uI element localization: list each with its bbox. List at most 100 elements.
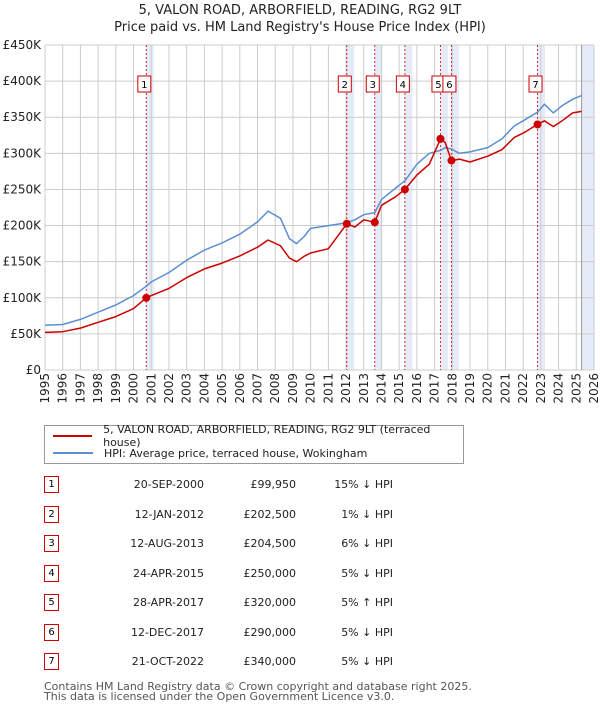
sale-hpi-diff: 15% ↓ HPI <box>334 478 393 492</box>
sale-band <box>145 45 154 370</box>
x-tick-label: 1995 <box>38 373 52 404</box>
x-tick-label: 1999 <box>109 373 123 404</box>
x-tick-label: 2014 <box>374 373 388 404</box>
hpi-line <box>44 94 582 326</box>
y-tick-label: £250K <box>3 182 43 196</box>
x-tick-label: 2000 <box>127 373 141 404</box>
sale-price: £250,000 <box>243 566 297 580</box>
sale-marker-box-6 <box>442 75 457 93</box>
sale-number-badge: 3 <box>44 535 59 553</box>
x-tick-label: 2004 <box>197 373 211 404</box>
sale-marker-box-4 <box>395 75 410 93</box>
sale-hpi-diff: 1% ↓ HPI <box>341 507 393 521</box>
sale-number-badge: 7 <box>44 653 59 671</box>
sale-point-7 <box>533 120 542 129</box>
x-tick-label: 2024 <box>552 373 566 404</box>
x-tick-label: 1997 <box>73 373 87 404</box>
x-tick-label: 2007 <box>251 373 265 404</box>
x-tick-label: 2003 <box>180 373 194 404</box>
x-tick-label: 2012 <box>339 373 353 404</box>
sale-number-badge: 5 <box>44 594 59 612</box>
sale-point-2 <box>342 219 351 228</box>
x-tick-label: 2011 <box>321 373 335 404</box>
sale-date: 24-APR-2015 <box>132 566 204 580</box>
legend: 5, VALON ROAD, ARBORFIELD, READING, RG2 … <box>44 423 464 464</box>
footer-copyright: Contains HM Land Registry data © Crown c… <box>44 680 472 693</box>
x-tick-label: 2019 <box>463 373 477 404</box>
sales-row: 1 20-SEP-2000 £99,950 15% ↓ HPI <box>44 470 393 500</box>
y-tick-label: £0 <box>26 363 41 377</box>
sale-marker-box-7 <box>528 75 543 93</box>
sale-point-5 <box>436 134 445 143</box>
sale-number-badge: 2 <box>44 505 59 523</box>
y-tick-label: £350K <box>3 110 43 124</box>
sale-point-3 <box>370 218 379 227</box>
sale-price: £202,500 <box>243 507 297 521</box>
sales-row: 7 21-OCT-2022 £340,000 5% ↓ HPI <box>44 647 393 677</box>
sales-row: 2 12-JAN-2012 £202,500 1% ↓ HPI <box>44 500 393 530</box>
sale-band <box>450 45 459 370</box>
sale-date: 12-AUG-2013 <box>130 537 204 551</box>
sale-price: £204,500 <box>243 537 297 551</box>
sale-hpi-diff: 5% ↑ HPI <box>341 596 393 610</box>
sale-date: 20-SEP-2000 <box>133 478 204 492</box>
sale-marker-label-2: 2 <box>342 80 348 91</box>
footer: Contains HM Land Registry data © Crown c… <box>44 680 472 702</box>
x-tick-label: 2016 <box>410 373 424 404</box>
sales-row: 3 12-AUG-2013 £204,500 6% ↓ HPI <box>44 529 393 559</box>
plot-area <box>45 45 594 370</box>
sale-marker-label-6: 6 <box>446 80 452 91</box>
x-tick-label: 2025 <box>569 373 583 404</box>
x-tick-label: 2013 <box>357 373 371 404</box>
legend-label-property: 5, VALON ROAD, ARBORFIELD, READING, RG2 … <box>103 423 431 449</box>
sales-table: 1 20-SEP-2000 £99,950 15% ↓ HPI 2 12-JAN-2012… <box>44 470 393 677</box>
x-tick-label: 2020 <box>481 373 495 404</box>
sale-price: £290,000 <box>243 625 297 639</box>
legend-label-hpi: HPI: Average price, terraced house, Woki… <box>104 446 368 460</box>
x-tick-label: 2018 <box>445 373 459 404</box>
sales-row: 4 24-APR-2015 £250,000 5% ↓ HPI <box>44 559 393 589</box>
sale-marker-box-3 <box>365 75 380 93</box>
x-tick-label: 2006 <box>233 373 247 404</box>
sale-marker-label-5: 5 <box>435 80 441 91</box>
x-tick-label: 2022 <box>516 373 530 404</box>
sale-hpi-diff: 5% ↓ HPI <box>341 655 393 669</box>
sale-marker-label-7: 7 <box>532 80 538 91</box>
sale-date: 12-DEC-2017 <box>130 625 204 639</box>
sale-point-4 <box>400 185 409 194</box>
x-tick-label: 2010 <box>304 373 318 404</box>
sale-band <box>346 45 355 370</box>
sale-point-6 <box>447 156 456 165</box>
x-tick-label: 2001 <box>144 373 158 404</box>
sale-price: £99,950 <box>250 478 297 492</box>
y-tick-label: £450K <box>3 38 43 52</box>
x-tick-label: 2009 <box>286 373 300 404</box>
sale-hpi-diff: 5% ↓ HPI <box>341 625 393 639</box>
legend-swatch-hpi <box>53 452 93 454</box>
sale-number-badge: 1 <box>44 476 59 494</box>
sale-point-1 <box>142 293 151 302</box>
legend-item-property: 5, VALON ROAD, ARBORFIELD, READING, RG2 … <box>53 423 463 449</box>
sale-marker-box-2 <box>337 75 352 93</box>
legend-swatch-property <box>53 435 93 437</box>
sale-price: £340,000 <box>243 655 297 669</box>
chart-title: 5, VALON ROAD, ARBORFIELD, READING, RG2 … <box>138 3 462 18</box>
sale-date: 12-JAN-2012 <box>134 507 204 521</box>
x-tick-label: 2002 <box>162 373 176 404</box>
y-tick-label: £150K <box>3 255 43 269</box>
chart-subtitle: Price paid vs. HM Land Registry's House … <box>114 20 486 35</box>
x-tick-label: 2008 <box>268 373 282 404</box>
x-tick-label: 2021 <box>498 373 512 404</box>
sale-number-badge: 4 <box>44 564 59 582</box>
x-tick-label: 2017 <box>428 373 442 404</box>
y-tick-label: £100K <box>3 291 43 305</box>
sale-band <box>404 45 413 370</box>
sale-number-badge: 6 <box>44 623 59 641</box>
forecast-shade <box>581 45 594 370</box>
sale-marker-box-1 <box>137 75 152 93</box>
x-tick-label: 2023 <box>534 373 548 404</box>
x-tick-label: 2026 <box>587 373 600 404</box>
sale-hpi-diff: 6% ↓ HPI <box>341 537 393 551</box>
sale-date: 28-APR-2017 <box>132 596 204 610</box>
